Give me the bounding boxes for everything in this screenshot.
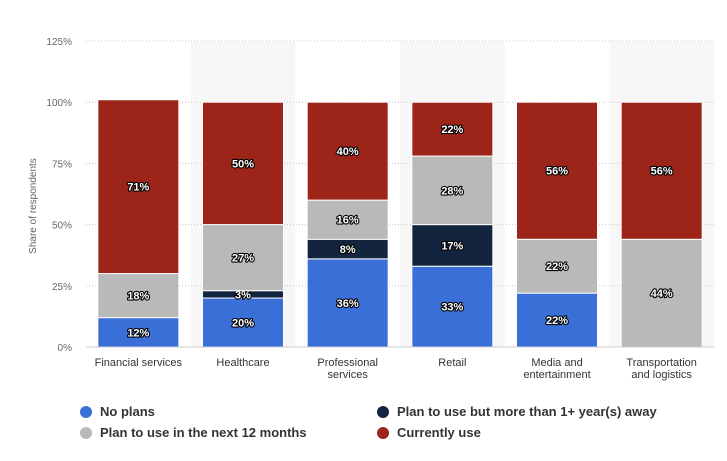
legend-swatch-icon	[377, 426, 389, 439]
data-label: 33%	[441, 302, 463, 314]
data-label: 27%	[232, 253, 254, 265]
bar-segment	[411, 101, 494, 157]
data-label: 3%	[235, 289, 251, 301]
data-label: 36%	[337, 298, 359, 310]
x-tick-label: services	[327, 369, 368, 381]
bar-segment	[516, 238, 598, 294]
y-tick-label: 25%	[52, 282, 72, 293]
bar-segment	[516, 101, 598, 240]
bar-segment	[306, 199, 389, 240]
y-tick-label: 75%	[52, 159, 72, 170]
legend-item-currently-use[interactable]: Currently use	[377, 425, 481, 440]
data-label: 71%	[127, 182, 149, 194]
x-tick-label: and logistics	[631, 369, 692, 381]
data-label: 20%	[232, 318, 254, 330]
bar-segment	[202, 224, 284, 292]
data-label: 50%	[232, 158, 254, 170]
legend-item-no-plans[interactable]: No plans	[80, 404, 155, 419]
bar-segment	[306, 258, 389, 348]
data-label: 17%	[441, 240, 463, 252]
y-tick-label: 50%	[52, 221, 72, 232]
data-label: 8%	[340, 244, 356, 256]
bar-segment	[97, 273, 180, 319]
legend-item-plan-1-year-away[interactable]: Plan to use but more than 1+ year(s) awa…	[377, 404, 657, 419]
legend-swatch-icon	[80, 426, 92, 439]
data-label: 56%	[546, 166, 568, 178]
x-tick-label: Healthcare	[216, 357, 269, 369]
legend-label: Plan to use but more than 1+ year(s) awa…	[397, 404, 657, 419]
data-label: 22%	[546, 261, 568, 273]
legend-item-plan-12-months[interactable]: Plan to use in the next 12 months	[80, 425, 307, 440]
x-tick-label: entertainment	[523, 369, 590, 381]
data-label: 40%	[337, 146, 359, 158]
legend-swatch-icon	[80, 405, 92, 418]
data-label: 28%	[441, 185, 463, 197]
data-label: 12%	[127, 327, 149, 339]
chart-legend: No plans Plan to use but more than 1+ ye…	[0, 398, 727, 458]
legend-label: No plans	[100, 404, 155, 419]
data-label: 44%	[651, 288, 673, 300]
data-label: 22%	[546, 315, 568, 327]
x-tick-label: Media and	[531, 357, 582, 369]
x-tick-label: Financial services	[95, 357, 183, 369]
data-label: 56%	[651, 166, 673, 178]
y-axis-title: Share of respondents	[28, 158, 39, 254]
legend-label: Plan to use in the next 12 months	[100, 425, 307, 440]
data-label: 18%	[127, 291, 149, 303]
y-tick-label: 125%	[46, 37, 72, 48]
x-tick-label: Professional	[317, 357, 378, 369]
bar-segment	[411, 155, 494, 226]
y-tick-label: 100%	[46, 98, 72, 109]
bar-segment	[516, 292, 598, 348]
stacked-bar-chart: 0% 25% 50% 75% 100% 125% Share of respondents 1…	[28, 37, 714, 381]
legend-swatch-icon	[377, 405, 389, 418]
bar-segment	[202, 101, 284, 226]
bar-segment	[620, 101, 703, 240]
y-tick-label: 0%	[58, 343, 73, 354]
bar-segment	[620, 238, 703, 348]
x-tick-label: Transportation	[626, 357, 697, 369]
x-tick-label: Retail	[438, 357, 466, 369]
data-label: 22%	[441, 124, 463, 136]
bar-segment	[306, 101, 389, 201]
legend-label: Currently use	[397, 425, 481, 440]
bar-segment	[97, 99, 180, 275]
data-label: 16%	[337, 215, 359, 227]
